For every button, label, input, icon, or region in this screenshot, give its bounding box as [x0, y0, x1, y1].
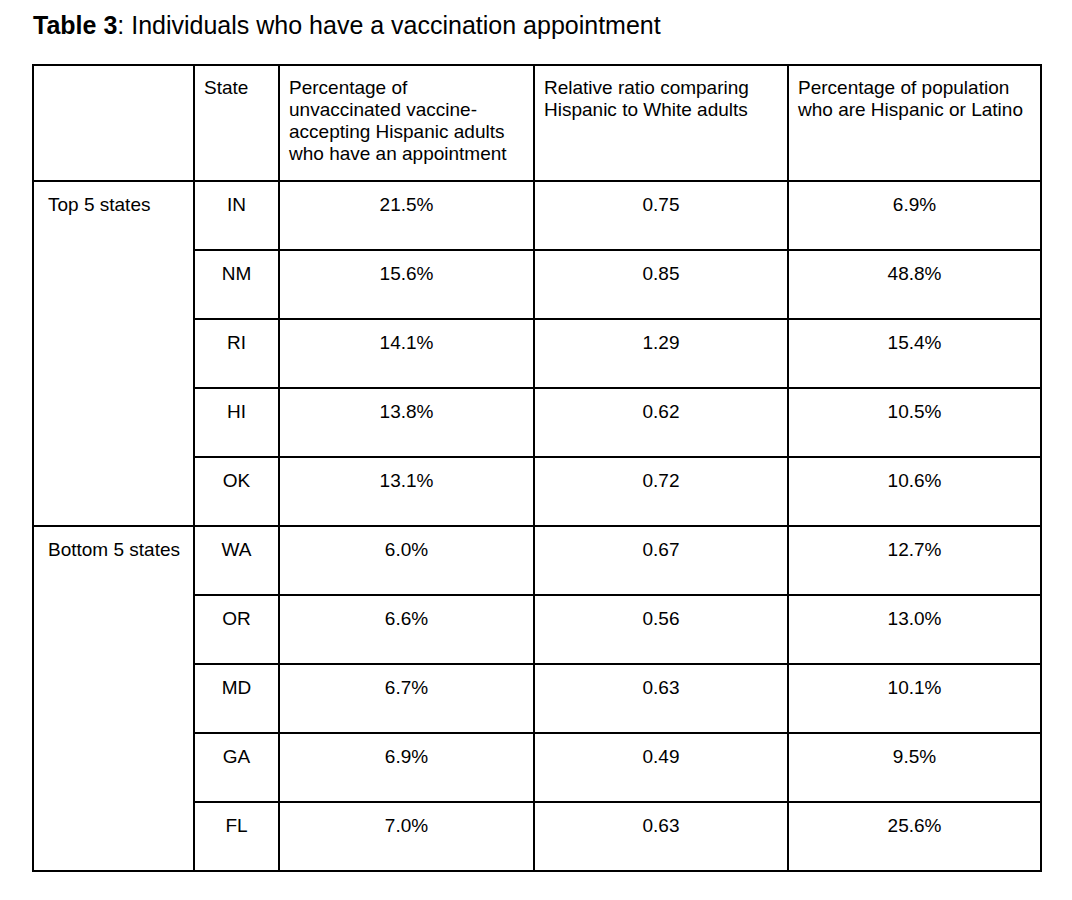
population-pct-cell: 12.7% [788, 526, 1041, 595]
appointment-pct-cell: 7.0% [279, 802, 534, 871]
table-caption: Table 3: Individuals who have a vaccinat… [33, 11, 661, 40]
appointment-pct-cell: 13.8% [279, 388, 534, 457]
row-group-label-top5: Top 5 states [33, 181, 194, 526]
col-header-state: State [194, 65, 279, 181]
relative-ratio-cell: 0.67 [534, 526, 788, 595]
state-cell: OK [194, 457, 279, 526]
relative-ratio-cell: 0.56 [534, 595, 788, 664]
row-group-label-bottom5: Bottom 5 states [33, 526, 194, 871]
population-pct-cell: 10.6% [788, 457, 1041, 526]
table-header-row: State Percentage of unvaccinated vaccine… [33, 65, 1041, 181]
population-pct-cell: 15.4% [788, 319, 1041, 388]
relative-ratio-cell: 0.63 [534, 802, 788, 871]
appointment-pct-cell: 14.1% [279, 319, 534, 388]
state-cell: GA [194, 733, 279, 802]
table-caption-label: Table 3 [33, 11, 117, 39]
population-pct-cell: 48.8% [788, 250, 1041, 319]
relative-ratio-cell: 0.63 [534, 664, 788, 733]
population-pct-cell: 6.9% [788, 181, 1041, 250]
appointment-pct-cell: 13.1% [279, 457, 534, 526]
state-cell: FL [194, 802, 279, 871]
table-row: Top 5 states IN 21.5% 0.75 6.9% [33, 181, 1041, 250]
table-row: Bottom 5 states WA 6.0% 0.67 12.7% [33, 526, 1041, 595]
document-page: Table 3: Individuals who have a vaccinat… [0, 0, 1072, 900]
corner-cell [33, 65, 194, 181]
relative-ratio-cell: 0.72 [534, 457, 788, 526]
population-pct-cell: 10.5% [788, 388, 1041, 457]
appointment-pct-cell: 6.6% [279, 595, 534, 664]
relative-ratio-cell: 0.75 [534, 181, 788, 250]
state-cell: HI [194, 388, 279, 457]
col-header-population-pct: Percentage of population who are Hispani… [788, 65, 1041, 181]
vaccination-appointment-table: State Percentage of unvaccinated vaccine… [32, 64, 1042, 872]
state-cell: WA [194, 526, 279, 595]
state-cell: NM [194, 250, 279, 319]
population-pct-cell: 9.5% [788, 733, 1041, 802]
relative-ratio-cell: 0.85 [534, 250, 788, 319]
appointment-pct-cell: 6.7% [279, 664, 534, 733]
appointment-pct-cell: 6.0% [279, 526, 534, 595]
state-cell: IN [194, 181, 279, 250]
table-caption-text: : Individuals who have a vaccination app… [117, 11, 660, 39]
state-cell: OR [194, 595, 279, 664]
relative-ratio-cell: 0.49 [534, 733, 788, 802]
population-pct-cell: 25.6% [788, 802, 1041, 871]
state-cell: RI [194, 319, 279, 388]
appointment-pct-cell: 15.6% [279, 250, 534, 319]
col-header-appointment-pct: Percentage of unvaccinated vaccine- acce… [279, 65, 534, 181]
relative-ratio-cell: 0.62 [534, 388, 788, 457]
col-header-relative-ratio: Relative ratio comparing Hispanic to Whi… [534, 65, 788, 181]
population-pct-cell: 13.0% [788, 595, 1041, 664]
relative-ratio-cell: 1.29 [534, 319, 788, 388]
state-cell: MD [194, 664, 279, 733]
appointment-pct-cell: 21.5% [279, 181, 534, 250]
appointment-pct-cell: 6.9% [279, 733, 534, 802]
population-pct-cell: 10.1% [788, 664, 1041, 733]
